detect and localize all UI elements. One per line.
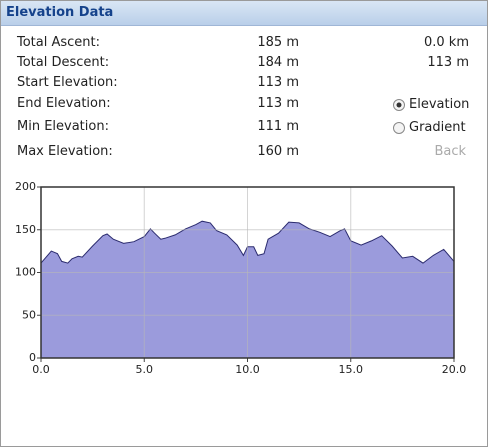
plot-frame xyxy=(40,186,455,359)
x-tick-label: 10.0 xyxy=(235,363,260,376)
radio-label[interactable]: Elevation xyxy=(409,97,470,112)
x-tick-label: 20.0 xyxy=(442,363,467,376)
cursor-info: 113 m xyxy=(427,55,469,70)
y-tick-label: 100 xyxy=(15,266,36,279)
y-tick-label: 50 xyxy=(22,308,36,321)
back-button[interactable]: Back xyxy=(434,144,466,159)
radio-button xyxy=(393,122,405,134)
radio-dot xyxy=(396,102,402,108)
y-tick-label: 200 xyxy=(15,180,36,193)
y-tick-label: 150 xyxy=(15,223,36,236)
elevation-line xyxy=(40,220,455,264)
stat-value: 111 m xyxy=(257,119,299,134)
header-title: Elevation Data xyxy=(6,5,114,20)
x-tick-label: 0.0 xyxy=(32,363,50,376)
cursor-info: 0.0 km xyxy=(424,35,469,50)
x-tick-label: 15.0 xyxy=(339,363,364,376)
stat-label: Total Ascent: xyxy=(17,35,101,50)
stat-value: 184 m xyxy=(257,55,299,70)
header: Elevation Data xyxy=(1,1,487,26)
stat-label: Start Elevation: xyxy=(17,75,118,90)
y-tick-label: 0 xyxy=(29,351,36,364)
stat-value: 113 m xyxy=(257,96,299,111)
radio-label[interactable]: Gradient xyxy=(409,120,466,135)
stat-value: 185 m xyxy=(257,35,299,50)
stat-label: Max Elevation: xyxy=(17,144,113,159)
x-tick-label: 5.0 xyxy=(136,363,154,376)
stat-label: Min Elevation: xyxy=(17,119,109,134)
stat-value: 113 m xyxy=(257,75,299,90)
stat-value: 160 m xyxy=(257,144,299,159)
stat-label: Total Descent: xyxy=(17,55,110,70)
stat-label: End Elevation: xyxy=(17,96,111,111)
